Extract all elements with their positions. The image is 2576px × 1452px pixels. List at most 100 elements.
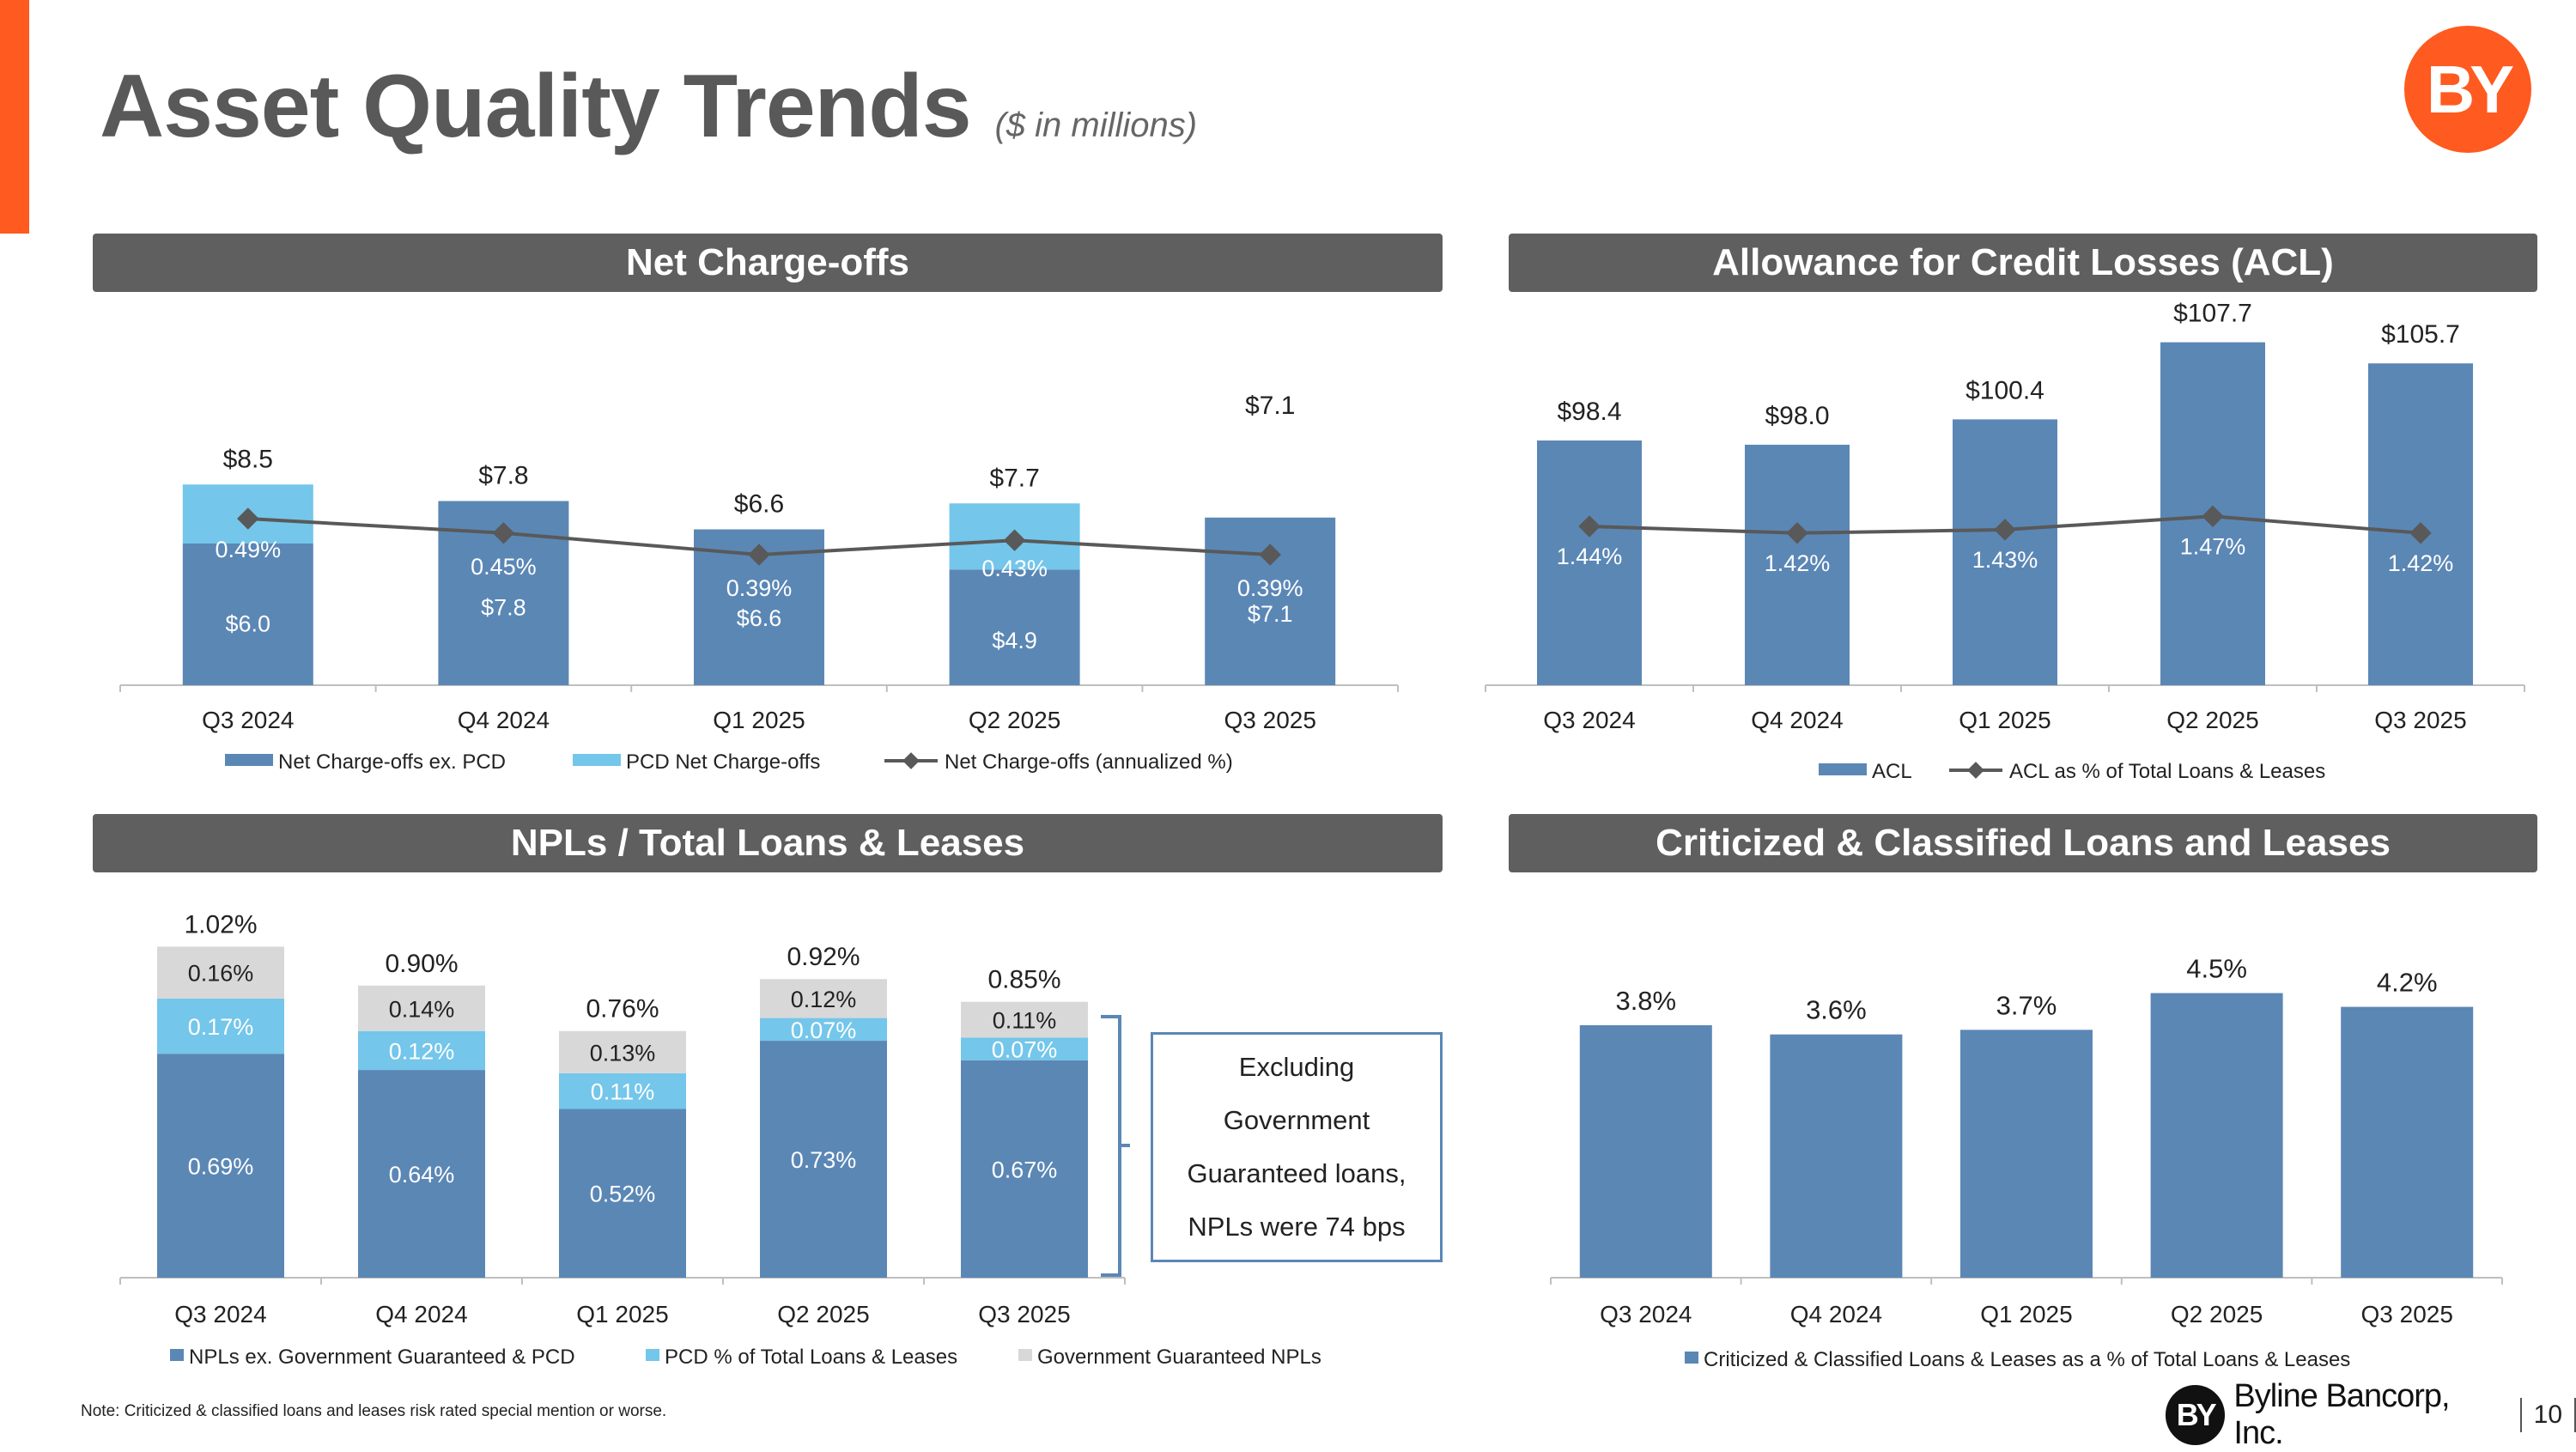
- bar-npls-ex-gov-pcd: [157, 1054, 284, 1278]
- legend-label: PCD Net Charge-offs: [626, 750, 820, 774]
- data-label-total: 0.85%: [987, 966, 1060, 994]
- brand-logo: BY: [2404, 26, 2531, 153]
- legend-swatch: [573, 754, 621, 766]
- legend-label: Government Guaranteed NPLs: [1037, 1346, 1321, 1369]
- x-tick-label: Q3 2024: [174, 1301, 266, 1327]
- legend-marker: [902, 752, 920, 769]
- data-label-line: 0.39%: [726, 575, 793, 601]
- page-title: Asset Quality Trends ($ in millions): [100, 62, 1197, 151]
- data-label-total: $98.4: [1557, 398, 1621, 426]
- x-tick-label: Q3 2025: [978, 1301, 1070, 1327]
- data-label-segment: $7.8: [481, 594, 526, 620]
- data-label-total: $100.4: [1965, 376, 2044, 404]
- data-label-total: 3.7%: [1996, 990, 2057, 1020]
- data-label-total: 3.8%: [1615, 986, 1676, 1016]
- data-label-line: 0.43%: [981, 556, 1048, 581]
- bar-criticized-classified: [1770, 1034, 1903, 1278]
- data-label-segment: 0.13%: [590, 1040, 656, 1066]
- data-label-total: 0.92%: [787, 943, 860, 971]
- data-label-segment: 0.07%: [791, 1018, 857, 1043]
- legend-swatch: [646, 1349, 659, 1361]
- data-label-segment: $6.0: [226, 611, 271, 636]
- x-tick-label: Q4 2024: [458, 707, 550, 733]
- legend-label: Net Charge-offs (annualized %): [945, 750, 1233, 774]
- data-label-line: 1.44%: [1557, 544, 1623, 569]
- data-label-segment: $4.9: [992, 628, 1037, 653]
- bar-npls-ex-gov-pcd: [559, 1109, 686, 1278]
- npl-callout-box: Excluding Government Guaranteed loans, N…: [1151, 1032, 1443, 1262]
- data-label-line: 1.47%: [2180, 533, 2246, 559]
- data-label-line: 0.39%: [1237, 575, 1303, 601]
- data-label-total: $6.6: [734, 490, 784, 519]
- data-label-line: 1.43%: [1972, 547, 2038, 573]
- callout-line: Guaranteed loans,: [1187, 1158, 1406, 1188]
- data-label-total: $105.7: [2381, 320, 2460, 349]
- bar-criticized-classified: [1579, 1025, 1712, 1278]
- data-label-segment: 0.73%: [791, 1147, 857, 1173]
- footer-logo: BY: [2166, 1385, 2226, 1445]
- x-tick-label: Q1 2025: [1959, 707, 2050, 733]
- data-label-line: 1.42%: [2388, 550, 2454, 576]
- bar-gov-guaranteed-npls: [559, 1030, 686, 1073]
- page-title-unit: ($ in millions): [994, 106, 1198, 144]
- bar-npls-ex-gov-pcd: [760, 1041, 887, 1278]
- x-tick-label: Q1 2025: [713, 707, 805, 733]
- legend-label: Criticized & Classified Loans & Leases a…: [1704, 1348, 2350, 1371]
- x-tick-label: Q3 2024: [1543, 707, 1635, 733]
- data-label-total: 0.76%: [586, 995, 659, 1024]
- panel-header-acl: Allowance for Credit Losses (ACL): [1509, 234, 2537, 292]
- data-label-segment: $6.6: [737, 605, 782, 631]
- line-point-marker: [748, 544, 770, 566]
- x-tick-label: Q3 2025: [2360, 1301, 2452, 1327]
- data-label-total: $7.7: [989, 464, 1039, 492]
- accent-bar: [0, 0, 29, 234]
- data-label-segment: 0.69%: [188, 1154, 254, 1180]
- data-label-segment: 0.16%: [188, 961, 254, 987]
- data-label-line: 1.42%: [1765, 550, 1831, 576]
- data-label-segment: 0.17%: [188, 1014, 254, 1040]
- data-label-total: 4.2%: [2377, 968, 2438, 998]
- callout-line: Government: [1223, 1105, 1370, 1135]
- data-label-segment: $7.1: [1248, 601, 1293, 627]
- data-label-segment: 0.07%: [992, 1037, 1058, 1063]
- legend-label: Net Charge-offs ex. PCD: [278, 750, 506, 774]
- data-label-line: 0.45%: [471, 554, 537, 580]
- bar-acl: [1537, 440, 1642, 685]
- data-label-segment: 0.64%: [389, 1162, 455, 1188]
- data-label-total: $107.7: [2173, 300, 2252, 328]
- x-tick-label: Q2 2025: [2166, 707, 2258, 733]
- bar-pcd-pct: [961, 1037, 1088, 1060]
- panel-header-npls: NPLs / Total Loans & Leases: [93, 814, 1443, 872]
- x-tick-label: Q4 2024: [1790, 1301, 1882, 1327]
- line-point-marker: [237, 507, 259, 530]
- bar-gov-guaranteed-npls: [358, 985, 485, 1031]
- bar-net-chargeoffs-ex-pcd: [182, 544, 313, 685]
- x-tick-label: Q1 2025: [1980, 1301, 2072, 1327]
- x-tick-label: Q3 2024: [1600, 1301, 1692, 1327]
- x-tick-label: Q2 2025: [969, 707, 1060, 733]
- panel-header-net-chargeoffs: Net Charge-offs: [93, 234, 1443, 292]
- x-tick-label: Q4 2024: [1751, 707, 1843, 733]
- bar-pcd-pct: [157, 998, 284, 1054]
- x-tick-label: Q3 2024: [202, 707, 294, 733]
- legend-label: ACL: [1872, 760, 1912, 783]
- x-tick-label: Q2 2025: [2171, 1301, 2263, 1327]
- bar-criticized-classified: [2150, 993, 2283, 1278]
- panel-header-criticized: Criticized & Classified Loans and Leases: [1509, 814, 2537, 872]
- data-label-total: $8.5: [223, 445, 273, 473]
- bar-pcd-pct: [358, 1030, 485, 1071]
- page-title-text: Asset Quality Trends: [100, 57, 972, 156]
- legend-swatch: [1819, 763, 1867, 775]
- data-label-total: 0.90%: [385, 950, 458, 978]
- legend-label: NPLs ex. Government Guaranteed & PCD: [189, 1346, 575, 1369]
- data-label-segment: 0.11%: [993, 1007, 1057, 1033]
- bar-npls-ex-gov-pcd: [358, 1070, 485, 1278]
- footer-divider: [2519, 1398, 2522, 1432]
- legend-marker: [1967, 762, 1984, 779]
- legend-label: PCD % of Total Loans & Leases: [665, 1346, 957, 1369]
- x-tick-label: Q3 2025: [2374, 707, 2466, 733]
- company-name: Byline Bancorp, Inc.: [2233, 1378, 2450, 1451]
- data-label-line: 0.49%: [216, 537, 282, 562]
